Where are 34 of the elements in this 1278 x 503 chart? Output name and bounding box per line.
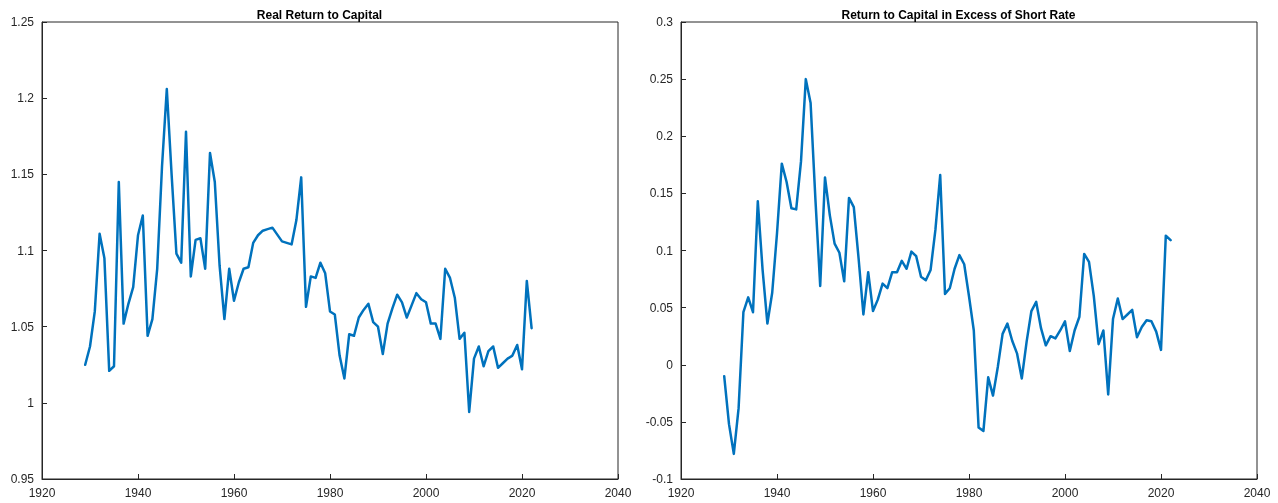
chart-title: Return to Capital in Excess of Short Rate [841, 8, 1076, 22]
y-tick-label: 0.25 [649, 72, 674, 87]
y-tick-label: 1.05 [10, 319, 35, 334]
y-tick-label: 0.05 [649, 300, 674, 315]
y-tick-label: 1.1 [17, 243, 35, 258]
x-tick-label: 1960 [220, 486, 248, 500]
y-tick-label: 1.15 [10, 167, 35, 182]
x-tick-label: 1920 [667, 486, 695, 500]
x-tick-label: 2020 [1147, 486, 1175, 500]
y-tick-label: -0.1 [652, 472, 674, 486]
y-tick-label: 0 [666, 357, 674, 372]
y-tick-label: 0.15 [649, 186, 674, 201]
y-tick-label: 0.95 [10, 472, 35, 486]
x-tick-label: 1920 [28, 486, 56, 500]
x-tick-label: 2000 [412, 486, 440, 500]
y-tick-label: 1.2 [17, 91, 35, 106]
x-tick-label: 2000 [1051, 486, 1079, 500]
line-series [83, 87, 533, 414]
y-tick-label: -0.05 [645, 414, 674, 429]
x-tick-label: 2040 [604, 486, 632, 500]
chart-title: Real Return to Capital [256, 8, 383, 22]
x-tick-label: 2040 [1243, 486, 1271, 500]
x-tick-label: 2020 [508, 486, 536, 500]
y-tick-label: 0.1 [656, 243, 674, 258]
x-tick-label: 1980 [955, 486, 983, 500]
y-tick-label: 1.25 [10, 15, 35, 29]
y-tick-label: 0.3 [656, 15, 674, 29]
y-tick-label: 1 [27, 395, 35, 410]
x-tick-label: 1940 [124, 486, 152, 500]
y-tick-label: 0.2 [656, 129, 674, 144]
line-series [722, 77, 1172, 456]
x-tick-label: 1960 [859, 486, 887, 500]
x-tick-label: 1980 [316, 486, 344, 500]
x-tick-label: 1940 [763, 486, 791, 500]
